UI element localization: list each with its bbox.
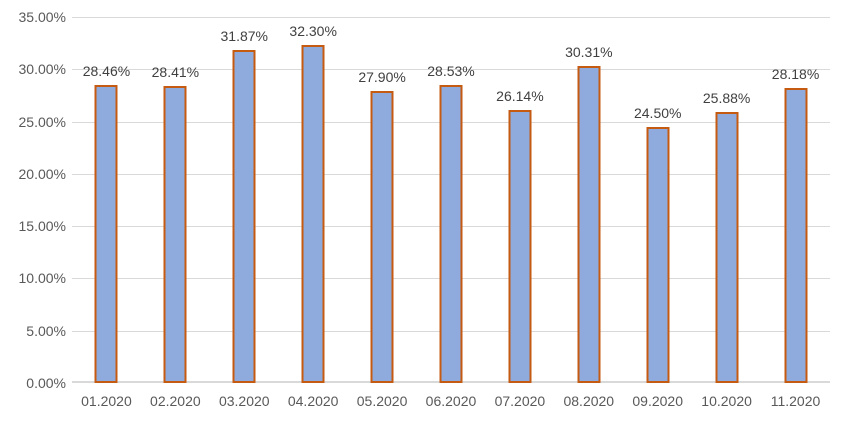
- data-label: 32.30%: [289, 23, 337, 40]
- bar-10.2020: [715, 112, 739, 383]
- y-tick-label: 15.00%: [18, 218, 66, 235]
- bar-03.2020: [232, 49, 256, 383]
- bar-11.2020: [784, 88, 808, 383]
- data-label: 24.50%: [633, 104, 682, 121]
- bar-slot: 24.50%: [623, 17, 692, 383]
- x-tick-label: 02.2020: [150, 393, 201, 409]
- data-label: 28.18%: [771, 66, 820, 83]
- bar-02.2020: [163, 85, 187, 383]
- data-label: 28.46%: [82, 63, 131, 80]
- plot-area: 28.46% 28.41% 31.87% 32.30% 27.90% 28.53% 26.1…: [72, 17, 830, 383]
- bar-slot: 28.18%: [761, 17, 830, 383]
- x-tick-label: 04.2020: [287, 393, 339, 409]
- y-tick-label: 10.00%: [18, 270, 66, 287]
- bar-06.2020: [439, 84, 463, 383]
- bar-slot: 30.31%: [554, 17, 623, 383]
- x-axis: 01.2020 02.2020 03.2020 04.2020 05.2020 06.20…: [72, 391, 830, 411]
- x-tick-label: 01.2020: [81, 393, 132, 409]
- bar-slot: 26.14%: [485, 17, 554, 383]
- bar-07.2020: [508, 109, 532, 383]
- gridline: [72, 69, 830, 71]
- bar-01.2020: [94, 85, 118, 383]
- x-tick-label: 11.2020: [770, 393, 821, 409]
- data-label: 25.88%: [702, 90, 751, 107]
- data-label: 30.31%: [565, 44, 613, 61]
- x-tick-label: 09.2020: [632, 393, 683, 409]
- x-tick-label: 05.2020: [356, 393, 408, 409]
- data-label: 28.41%: [151, 63, 200, 80]
- x-tick-label: 03.2020: [218, 393, 270, 409]
- bar-05.2020: [370, 91, 394, 383]
- bar-slot: 32.30%: [279, 17, 348, 383]
- bar-slot: 27.90%: [348, 17, 417, 383]
- y-tick-label: 5.00%: [26, 322, 66, 339]
- y-axis: 0.00% 5.00% 10.00% 15.00% 20.00% 25.00% 30.00%…: [0, 9, 66, 391]
- x-tick-label: 07.2020: [494, 393, 546, 409]
- bar-slot: 25.88%: [692, 17, 761, 383]
- y-tick-label: 20.00%: [18, 165, 66, 182]
- x-tick-label: 06.2020: [425, 393, 477, 409]
- bar-slot: 28.41%: [141, 17, 210, 383]
- x-tick-label: 08.2020: [563, 393, 615, 409]
- gridline: [72, 17, 830, 18]
- bar-slot: 31.87%: [210, 17, 279, 383]
- bar-slot: 28.46%: [72, 17, 141, 383]
- y-tick-label: 30.00%: [18, 61, 66, 78]
- y-tick-label: 0.00%: [26, 375, 66, 391]
- x-tick-label: 10.2020: [701, 393, 752, 409]
- bar-08.2020: [577, 66, 601, 383]
- y-tick-label: 35.00%: [18, 9, 66, 25]
- bar-09.2020: [646, 126, 670, 383]
- bar-slot: 28.53%: [417, 17, 486, 383]
- data-label: 27.90%: [358, 69, 406, 86]
- data-label: 31.87%: [220, 27, 269, 44]
- data-label: 26.14%: [496, 87, 544, 104]
- y-tick-label: 25.00%: [18, 113, 66, 130]
- data-label: 28.53%: [427, 62, 475, 79]
- bar-04.2020: [301, 45, 325, 383]
